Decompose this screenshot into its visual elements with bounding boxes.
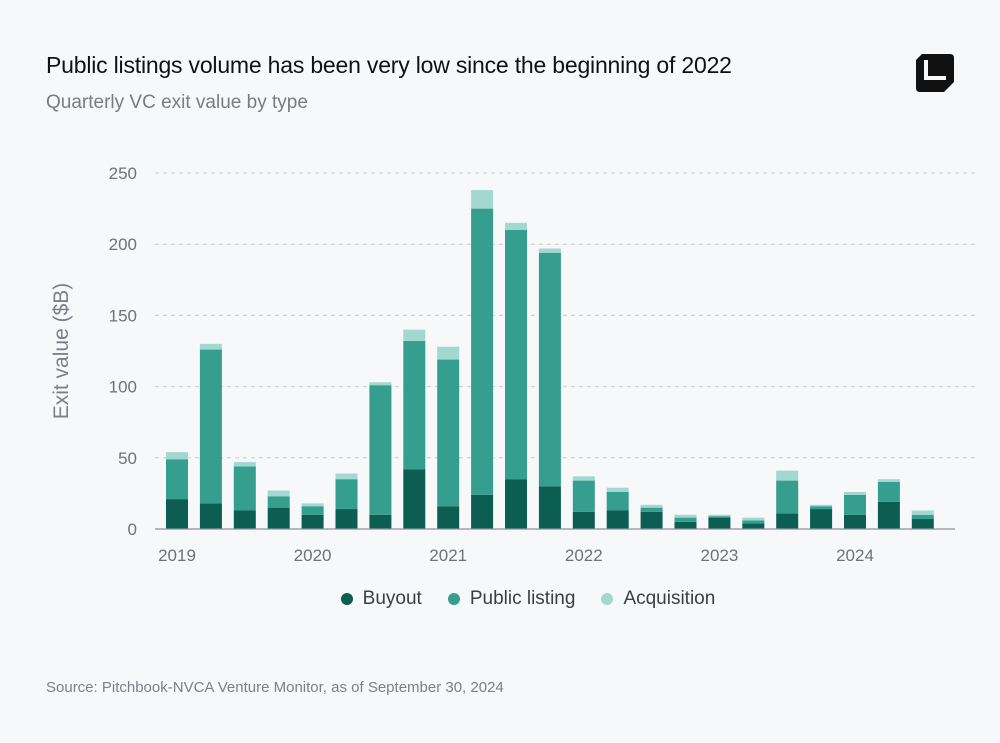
bar-acquisition bbox=[166, 452, 188, 460]
y-tick-label: 150 bbox=[109, 306, 137, 325]
bar-buyout bbox=[640, 511, 663, 529]
bar-buyout bbox=[538, 486, 561, 529]
legend-swatch-acquisition bbox=[601, 593, 614, 605]
stacked-bar-chart: 0 50 100 150 200 250 Exit value ($B) 2019 2020 20… bbox=[50, 164, 976, 565]
bar-public-listing bbox=[572, 480, 595, 512]
bar-buyout bbox=[742, 523, 765, 529]
brand-logo-icon bbox=[916, 54, 954, 92]
bar-acquisition bbox=[572, 476, 595, 481]
chart-subtitle: Quarterly VC exit value by type bbox=[46, 92, 308, 113]
bar-buyout bbox=[606, 510, 629, 529]
bar-buyout bbox=[233, 510, 256, 529]
bar-buyout bbox=[301, 514, 324, 529]
bar-public-listing bbox=[538, 252, 561, 487]
bar-public-listing bbox=[166, 459, 188, 500]
bar-public-listing bbox=[403, 341, 426, 470]
legend-swatch-public-listing bbox=[447, 593, 460, 605]
bar-public-listing bbox=[471, 208, 494, 495]
bar-acquisition bbox=[403, 329, 426, 342]
bar-public-listing bbox=[267, 496, 290, 508]
bar-buyout bbox=[911, 519, 934, 529]
bar-acquisition bbox=[199, 343, 222, 350]
bar-public-listing bbox=[335, 479, 358, 510]
bar-buyout bbox=[877, 501, 900, 529]
x-tick-label: 2022 bbox=[565, 546, 603, 565]
bar-acquisition bbox=[437, 346, 460, 360]
x-tick-label: 2023 bbox=[700, 546, 738, 565]
bar-public-listing bbox=[437, 359, 460, 507]
x-tick-label: 2019 bbox=[158, 546, 196, 565]
bar-acquisition bbox=[267, 490, 290, 497]
bar-acquisition bbox=[708, 514, 731, 517]
legend-item-buyout: Buyout bbox=[340, 588, 422, 610]
source-note: Source: Pitchbook-NVCA Venture Monitor, … bbox=[46, 679, 504, 696]
bar-acquisition bbox=[742, 517, 765, 521]
bar-buyout bbox=[708, 517, 731, 529]
bar-public-listing bbox=[199, 349, 222, 504]
bar-buyout bbox=[369, 514, 392, 529]
bar-acquisition bbox=[505, 222, 527, 230]
bar-buyout bbox=[199, 503, 222, 529]
y-tick-label: 250 bbox=[109, 164, 137, 183]
bar-acquisition bbox=[606, 487, 629, 492]
bar-buyout bbox=[166, 499, 188, 529]
y-tick-label: 200 bbox=[109, 235, 137, 254]
bar-buyout bbox=[844, 514, 866, 529]
y-tick-label: 100 bbox=[109, 378, 137, 397]
bar-acquisition bbox=[538, 248, 561, 253]
x-tick-label: 2021 bbox=[429, 546, 467, 565]
x-tick-label: 2024 bbox=[836, 546, 874, 565]
bar-buyout bbox=[437, 506, 460, 529]
bar-acquisition bbox=[335, 473, 358, 480]
bar-buyout bbox=[810, 509, 833, 529]
bar-buyout bbox=[776, 513, 799, 529]
bar-public-listing bbox=[810, 506, 833, 510]
bar-buyout bbox=[572, 511, 595, 529]
bar-acquisition bbox=[844, 491, 866, 495]
bar-public-listing bbox=[606, 491, 629, 511]
bar-public-listing bbox=[877, 482, 900, 502]
bar-public-listing bbox=[742, 520, 765, 524]
bar-public-listing bbox=[844, 494, 866, 515]
bar-buyout bbox=[403, 469, 426, 529]
legend-swatch-buyout bbox=[340, 593, 353, 605]
bar-acquisition bbox=[233, 462, 256, 467]
bar-public-listing bbox=[708, 516, 731, 518]
bar-acquisition bbox=[640, 504, 663, 508]
legend-item-public-listing: Public listing bbox=[447, 588, 576, 610]
bar-acquisition bbox=[471, 190, 494, 209]
bar-public-listing bbox=[505, 229, 527, 480]
bar-buyout bbox=[267, 507, 290, 529]
bar-buyout bbox=[674, 521, 697, 529]
bar-acquisition bbox=[911, 510, 934, 515]
legend-item-acquisition: Acquisition bbox=[601, 588, 715, 610]
bar-acquisition bbox=[674, 514, 697, 518]
bar-public-listing bbox=[674, 517, 697, 522]
chart-legend: Buyout Public listing Acquisition bbox=[0, 588, 1000, 610]
bar-acquisition bbox=[301, 503, 324, 507]
bar-public-listing bbox=[233, 466, 256, 511]
chart-title: Public listings volume has been very low… bbox=[46, 52, 732, 78]
bar-buyout bbox=[471, 494, 494, 529]
bar-public-listing bbox=[911, 514, 934, 520]
bar-public-listing bbox=[301, 506, 324, 515]
bar-buyout bbox=[505, 479, 527, 529]
legend-label-acquisition: Acquisition bbox=[623, 588, 716, 609]
y-tick-label: 50 bbox=[118, 449, 137, 468]
bar-acquisition bbox=[369, 382, 392, 386]
bar-buyout bbox=[335, 509, 358, 529]
bar-acquisition bbox=[810, 504, 833, 507]
y-axis-label: Exit value ($B) bbox=[50, 283, 73, 420]
bar-acquisition bbox=[776, 470, 799, 481]
bar-public-listing bbox=[776, 480, 799, 514]
legend-label-buyout: Buyout bbox=[362, 588, 422, 609]
y-tick-label: 0 bbox=[128, 520, 137, 539]
bar-public-listing bbox=[640, 507, 663, 512]
legend-label-public-listing: Public listing bbox=[469, 588, 576, 609]
bar-acquisition bbox=[877, 479, 900, 483]
x-tick-label: 2020 bbox=[294, 546, 332, 565]
bar-public-listing bbox=[369, 385, 392, 515]
